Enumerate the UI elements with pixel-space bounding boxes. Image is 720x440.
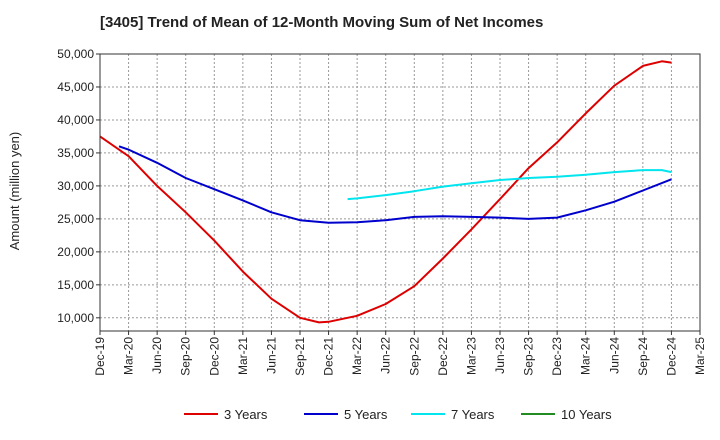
x-tick-label: Mar-20 (122, 337, 136, 375)
x-tick-label: Mar-21 (236, 337, 250, 375)
x-tick-label: Mar-23 (464, 337, 478, 375)
x-tick-label: Dec-21 (322, 337, 336, 376)
legend: 3 Years 5 Years 7 Years 10 Years (184, 407, 612, 422)
plot-border (99, 53, 701, 332)
x-tick-label: Jun-21 (264, 337, 278, 374)
x-tick-label: Mar-25 (693, 337, 707, 375)
x-tick-label: Mar-22 (350, 337, 364, 375)
y-tick-label: 20,000 (57, 245, 94, 259)
x-tick-label: Dec-22 (436, 337, 450, 376)
x-tick-label: Dec-23 (550, 337, 564, 376)
x-tick-label: Sep-20 (179, 337, 193, 376)
legend-item-7-years: 7 Years (411, 407, 495, 422)
series-layer (99, 60, 672, 324)
x-tick-label: Jun-24 (607, 337, 621, 374)
y-tick-label: 30,000 (57, 179, 94, 193)
legend-label: 7 Years (451, 407, 495, 422)
legend-label: 3 Years (224, 407, 268, 422)
plot-frame (99, 53, 701, 332)
y-axis: 10,000 15,000 20,000 25,000 30,000 35,000 40,0… (57, 47, 100, 325)
legend-item-10-years: 10 Years (521, 407, 612, 422)
y-tick-label: 50,000 (57, 47, 94, 61)
series-line-7-years (347, 169, 672, 201)
x-axis: Dec-19 Mar-20 Jun-20 Sep-20 Dec-20 Mar-21 Jun-… (93, 331, 707, 376)
chart-title: [3405] Trend of Mean of 12-Month Moving … (100, 14, 544, 31)
legend-label: 10 Years (561, 407, 612, 422)
series-line-5-years (118, 145, 672, 224)
y-axis-title: Amount (million yen) (7, 132, 22, 251)
x-tick-label: Jun-23 (493, 337, 507, 374)
x-tick-label: Sep-23 (522, 337, 536, 376)
x-tick-label: Jun-20 (150, 337, 164, 374)
x-tick-label: Dec-24 (664, 337, 678, 376)
y-tick-label: 45,000 (57, 80, 94, 94)
x-tick-label: Dec-20 (207, 337, 221, 376)
y-tick-label: 25,000 (57, 212, 94, 226)
x-tick-label: Mar-24 (579, 337, 593, 375)
x-tick-label: Sep-24 (636, 337, 650, 376)
x-tick-label: Sep-22 (407, 337, 421, 376)
legend-item-5-years: 5 Years (304, 407, 388, 422)
series-line-3-years (99, 60, 672, 324)
x-tick-label: Sep-21 (293, 337, 307, 376)
y-tick-label: 10,000 (57, 311, 94, 325)
y-tick-label: 40,000 (57, 113, 94, 127)
x-tick-label: Dec-19 (93, 337, 107, 376)
y-tick-label: 15,000 (57, 278, 94, 292)
y-tick-label: 35,000 (57, 146, 94, 160)
legend-label: 5 Years (344, 407, 388, 422)
legend-item-3-years: 3 Years (184, 407, 268, 422)
x-tick-label: Jun-22 (379, 337, 393, 374)
